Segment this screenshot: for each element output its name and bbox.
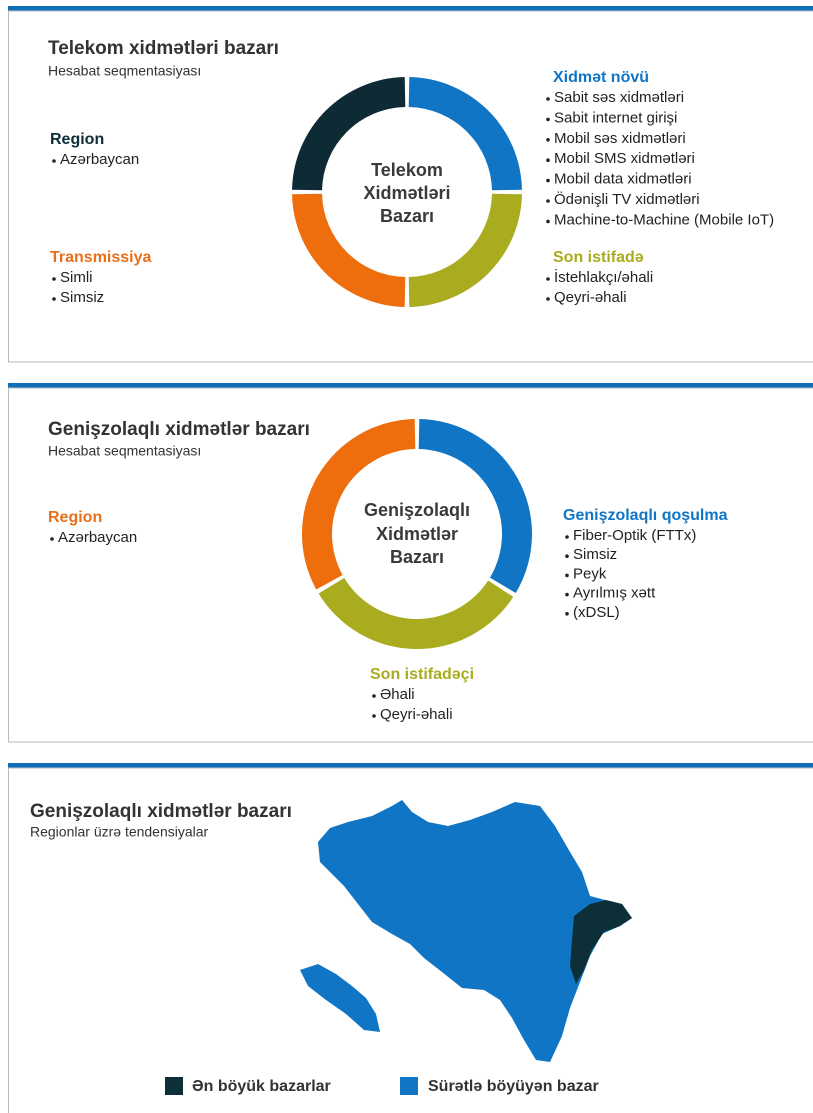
- group-item: Azərbaycan: [60, 151, 139, 168]
- center-label: Bazarı: [380, 206, 434, 226]
- group-heading: Son istifadə: [553, 249, 644, 266]
- group-item: Simli: [60, 269, 93, 286]
- center-label: Bazarı: [390, 547, 444, 567]
- map: [300, 800, 632, 1062]
- group-heading: Region: [50, 131, 104, 148]
- group-item: Mobil SMS xidmətləri: [554, 150, 695, 167]
- bullet: [52, 297, 56, 301]
- bullet: [546, 158, 550, 162]
- bullet: [372, 694, 376, 698]
- subtitle: Regionlar üzrə tendensiyalar: [30, 824, 209, 840]
- bullet: [565, 612, 569, 616]
- title: Genişzolaqlı xidmətlər bazarı: [30, 801, 292, 822]
- center-label: Xidmətləri: [363, 183, 450, 203]
- panel-bar: [8, 383, 813, 388]
- group-item: Qeyri-əhali: [380, 706, 453, 723]
- bullet: [565, 573, 569, 578]
- group-item: Simsiz: [573, 546, 617, 563]
- group-item: Mobil səs xidmətləri: [554, 130, 686, 147]
- donut-segment: [302, 419, 416, 590]
- bullet: [546, 199, 550, 203]
- legend-swatch: [165, 1077, 183, 1095]
- panel-frame: [8, 10, 813, 363]
- panel-frame: [8, 767, 813, 1113]
- map-region: [300, 964, 380, 1032]
- group-item: Simsiz: [60, 289, 104, 306]
- bullet: [546, 277, 550, 281]
- subtitle: Hesabat seqmentasiyası: [48, 63, 201, 79]
- group-heading: Son istifadəçi: [370, 666, 474, 683]
- group-heading: Transmissiya: [50, 249, 152, 266]
- center-label: Telekom: [371, 160, 443, 180]
- bullet: [546, 138, 550, 142]
- title: Genişzolaqlı xidmətlər bazarı: [48, 419, 310, 440]
- group-item: İstehlakçı/əhali: [554, 268, 653, 286]
- group-item: Ödənişli TV xidmətləri: [554, 190, 700, 208]
- group-heading: Region: [48, 509, 102, 526]
- bullet: [546, 178, 550, 183]
- donut-segment: [292, 77, 406, 191]
- group-item: Fiber-Optik (FTTx): [573, 527, 696, 544]
- group-item: Mobil data xidmətləri: [554, 171, 692, 188]
- bullet: [546, 97, 550, 101]
- bullet: [52, 277, 56, 281]
- group-heading: Xidmət növü: [553, 69, 649, 86]
- bullet: [546, 297, 550, 301]
- map-region: [318, 800, 632, 1062]
- group-item: Azərbaycan: [58, 529, 137, 546]
- legend-swatch: [400, 1077, 418, 1095]
- bullet: [546, 117, 550, 122]
- donut-segment: [292, 193, 406, 307]
- donut-segment: [408, 193, 522, 307]
- donut: [292, 77, 522, 307]
- panel-frame: [8, 387, 813, 743]
- group-item: Sabit internet girişi: [554, 109, 677, 126]
- bullet: [565, 554, 569, 558]
- group-item: Ayrılmış xətt: [573, 585, 656, 602]
- map-region: [570, 900, 632, 984]
- panel-bar: [8, 763, 813, 768]
- group-item: Peyk: [573, 565, 607, 582]
- title: Telekom xidmətləri bazarı: [48, 38, 279, 59]
- group-item: (xDSL): [573, 604, 620, 621]
- donut: [302, 419, 532, 649]
- subtitle: Hesabat seqmentasiyası: [48, 443, 201, 459]
- panel-bar: [8, 6, 813, 11]
- donut-segment: [318, 577, 514, 649]
- group-item: Qeyri-əhali: [554, 289, 627, 306]
- bullet: [565, 535, 569, 539]
- bullet: [565, 592, 569, 597]
- donut-segment: [408, 77, 522, 191]
- group-item: Machine-to-Machine (Mobile IoT): [554, 211, 774, 228]
- center-label: Genişzolaqlı: [364, 500, 470, 520]
- group-heading: Genişzolaqlı qoşulma: [563, 507, 728, 524]
- bullet: [372, 714, 376, 718]
- group-item: Sabit səs xidmətləri: [554, 89, 684, 106]
- bullet: [52, 159, 56, 163]
- bullet: [50, 537, 54, 541]
- legend-label: Ən böyük bazarlar: [192, 1078, 331, 1095]
- center-label: Xidmətlər: [376, 524, 458, 544]
- group-item: Əhali: [380, 686, 415, 703]
- bullet: [546, 219, 550, 224]
- legend-label: Sürətlə böyüyən bazar: [428, 1078, 599, 1095]
- donut-segment: [418, 419, 532, 593]
